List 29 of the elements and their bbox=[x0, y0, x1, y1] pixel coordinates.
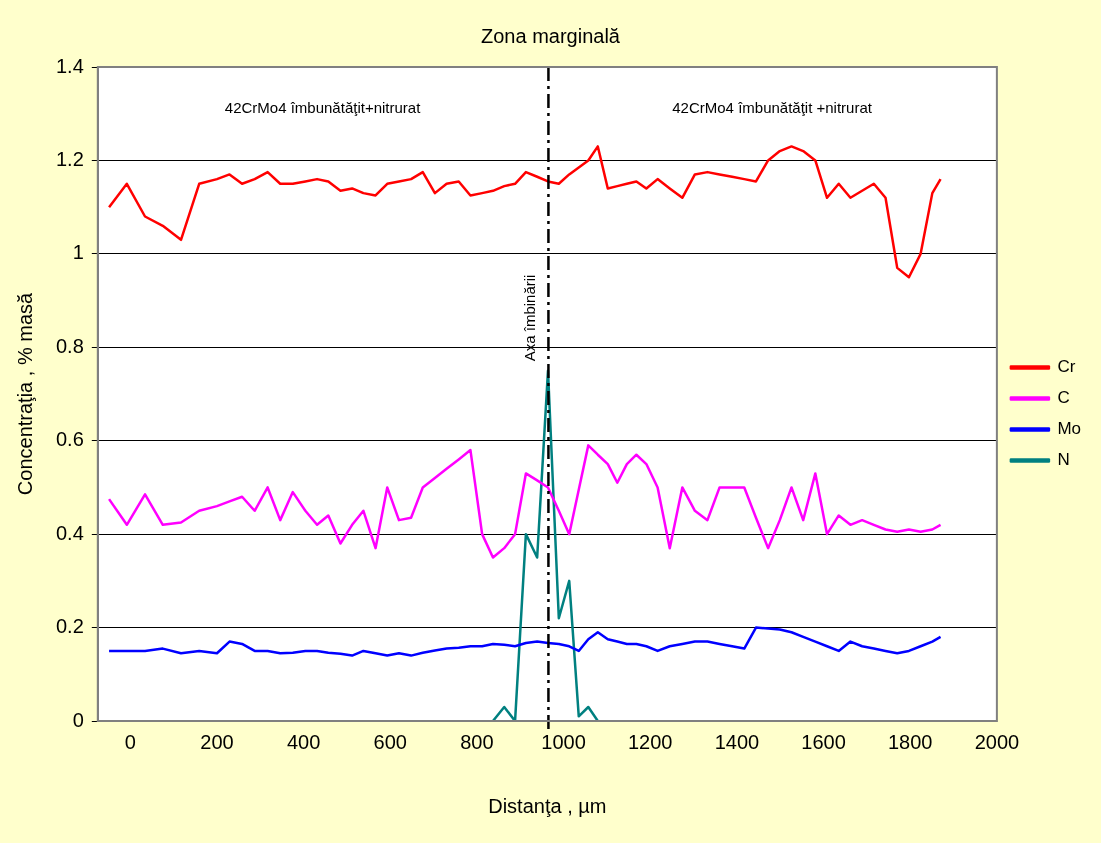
legend-label: N bbox=[1057, 450, 1070, 470]
y-tick-label: 0.6 bbox=[55, 428, 84, 451]
ref-line-label: Axa îmbinării bbox=[520, 274, 538, 362]
x-tick-label: 0 bbox=[124, 730, 136, 753]
x-tick-label: 800 bbox=[460, 730, 494, 753]
x-tick-label: 1000 bbox=[541, 730, 586, 753]
y-tick-label: 0 bbox=[72, 708, 84, 731]
x-tick-label: 1800 bbox=[887, 730, 933, 753]
x-tick-label: 200 bbox=[200, 730, 234, 753]
x-axis-title: Distanţa , µm bbox=[488, 794, 607, 817]
y-tick-label: 0.8 bbox=[55, 334, 84, 357]
legend-label: Cr bbox=[1057, 357, 1076, 377]
y-tick-label: 1.4 bbox=[55, 54, 84, 77]
x-tick-label: 600 bbox=[373, 730, 407, 753]
y-tick-label: 0.4 bbox=[55, 521, 84, 544]
x-tick-label: 2000 bbox=[974, 730, 1020, 753]
y-tick-label: 1.2 bbox=[55, 147, 84, 170]
x-tick-label: 1200 bbox=[628, 730, 673, 753]
chart-title: Zona marginală bbox=[481, 24, 621, 47]
y-tick-label: 1 bbox=[72, 241, 84, 264]
x-tick-label: 1400 bbox=[714, 730, 760, 753]
y-tick-label: 0.2 bbox=[55, 615, 84, 638]
x-tick-label: 1600 bbox=[801, 730, 846, 753]
y-axis-title: Concentraţia , % masă bbox=[13, 291, 36, 496]
x-tick-label: 400 bbox=[286, 730, 321, 753]
legend-label: Mo bbox=[1057, 419, 1082, 439]
annotation: 42CrMo4 îmbunătăţit+nitrurat bbox=[224, 99, 422, 117]
legend-label: C bbox=[1057, 388, 1070, 408]
annotation: 42CrMo4 îmbunătăţit +nitrurat bbox=[672, 99, 873, 117]
